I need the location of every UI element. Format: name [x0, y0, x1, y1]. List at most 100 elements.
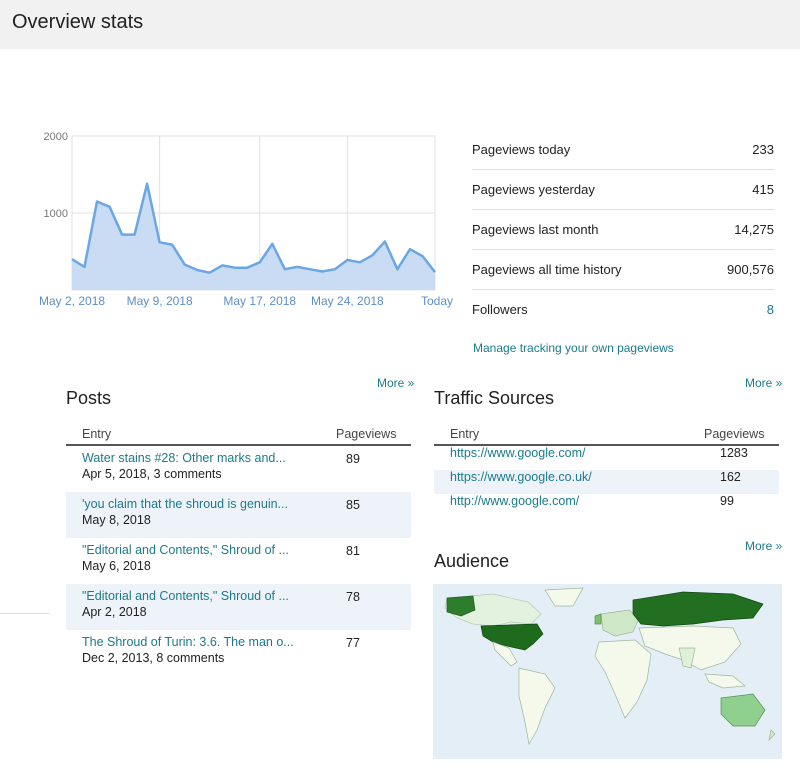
data-point[interactable]: [233, 266, 237, 270]
traffic-views: 162: [720, 470, 741, 484]
kpi-pageviews-all-time: Pageviews all time history 900,576: [472, 250, 774, 290]
audience-more-link[interactable]: More »: [745, 539, 783, 553]
map-greenland: [544, 587, 584, 607]
traffic-views: 99: [720, 494, 734, 508]
data-point[interactable]: [421, 254, 425, 258]
kpi-label: Pageviews today: [472, 142, 571, 157]
posts-col-entry[interactable]: Entry: [66, 424, 336, 446]
kpi-pageviews-last-month: Pageviews last month 14,275: [472, 210, 774, 250]
pageviews-area: [72, 183, 435, 290]
traffic-col-entry[interactable]: Entry: [434, 424, 704, 446]
map-mexico: [492, 641, 518, 667]
data-point[interactable]: [145, 182, 149, 186]
pageviews-chart: 2000 1000 May 2, 2018 May 9, 2018 May 17, 20…: [39, 131, 453, 308]
manage-tracking-link[interactable]: Manage tracking your own pageviews: [473, 341, 674, 355]
posts-more-link[interactable]: More »: [377, 376, 415, 390]
data-point[interactable]: [308, 267, 312, 271]
data-point[interactable]: [383, 240, 387, 244]
data-point[interactable]: [83, 265, 87, 269]
data-point[interactable]: [283, 267, 287, 271]
y-tick-label: 1000: [44, 208, 68, 220]
map-russia: [632, 591, 764, 627]
post-meta: May 6, 2018: [82, 559, 151, 573]
map-europe: [600, 609, 640, 637]
traffic-more-link[interactable]: More »: [745, 376, 783, 390]
data-point[interactable]: [108, 205, 112, 209]
data-point[interactable]: [295, 265, 299, 269]
traffic-source-link[interactable]: http://www.google.com/: [450, 494, 580, 508]
kpi-value: 415: [752, 182, 774, 197]
data-point[interactable]: [270, 242, 274, 246]
data-point[interactable]: [120, 233, 124, 237]
table-row: The Shroud of Turin: 3.6. The man o... De…: [66, 630, 411, 676]
map-se-asia: [704, 673, 746, 689]
map-alaska: [446, 595, 476, 617]
posts-col-pageviews[interactable]: Pageviews: [336, 424, 411, 446]
post-link[interactable]: Water stains #28: Other marks and...: [82, 451, 286, 465]
map-nz: [768, 729, 776, 742]
followers-link[interactable]: 8: [766, 302, 774, 317]
data-point[interactable]: [320, 270, 324, 274]
data-point[interactable]: [345, 258, 349, 262]
kpi-label: Pageviews yesterday: [472, 182, 595, 197]
posts-table: Entry Pageviews Water stains #28: Other …: [66, 424, 411, 676]
data-point[interactable]: [183, 263, 187, 267]
data-point[interactable]: [208, 271, 212, 275]
table-row: "Editorial and Contents," Shroud of ... M…: [66, 538, 411, 584]
data-point[interactable]: [370, 253, 374, 257]
kpi-value: 233: [752, 142, 774, 157]
kpi-list: Pageviews today 233 Pageviews yesterday …: [472, 130, 774, 329]
data-point[interactable]: [258, 260, 262, 264]
data-point[interactable]: [245, 266, 249, 270]
table-row: "Editorial and Contents," Shroud of ... A…: [66, 584, 411, 630]
audience-world-map[interactable]: [433, 584, 782, 759]
kpi-pageviews-today: Pageviews today 233: [472, 130, 774, 170]
x-tick-label: May 24, 2018: [311, 294, 384, 308]
traffic-source-link[interactable]: https://www.google.co.uk/: [450, 470, 592, 484]
data-point[interactable]: [170, 243, 174, 247]
kpi-label: Pageviews all time history: [472, 262, 622, 277]
map-usa: [480, 623, 544, 651]
map-uk: [594, 613, 602, 625]
kpi-value: 14,275: [734, 222, 774, 237]
data-point[interactable]: [408, 247, 412, 251]
divider: [0, 613, 50, 614]
table-row: https://www.google.com/ 1283: [434, 445, 779, 470]
post-link[interactable]: The Shroud of Turin: 3.6. The man o...: [82, 635, 294, 649]
map-australia: [720, 693, 766, 727]
data-point[interactable]: [195, 268, 199, 272]
post-link[interactable]: 'you claim that the shroud is genuin...: [82, 497, 288, 511]
post-meta: Apr 2, 2018: [82, 605, 147, 619]
posts-title: Posts: [66, 388, 112, 408]
x-tick-label: May 9, 2018: [127, 294, 193, 308]
audience-title: Audience: [434, 551, 510, 571]
data-point[interactable]: [133, 233, 137, 237]
post-link[interactable]: "Editorial and Contents," Shroud of ...: [82, 589, 289, 603]
data-point[interactable]: [358, 260, 362, 264]
data-point[interactable]: [95, 200, 99, 204]
data-point[interactable]: [158, 240, 162, 244]
traffic-source-link[interactable]: https://www.google.com/: [450, 446, 586, 460]
data-point[interactable]: [433, 270, 437, 274]
data-point[interactable]: [220, 263, 224, 267]
traffic-col-pageviews[interactable]: Pageviews: [704, 424, 779, 446]
map-africa: [594, 639, 652, 719]
post-link[interactable]: "Editorial and Contents," Shroud of ...: [82, 543, 289, 557]
pageviews-line: [71, 182, 436, 274]
page-header: Overview stats: [0, 0, 800, 49]
kpi-pageviews-yesterday: Pageviews yesterday 415: [472, 170, 774, 210]
table-row: http://www.google.com/ 99: [434, 494, 779, 518]
table-row: 'you claim that the shroud is genuin... M…: [66, 492, 411, 538]
y-tick-label: 2000: [44, 131, 68, 143]
kpi-value: 900,576: [727, 262, 774, 277]
x-tick-label: May 2, 2018: [39, 294, 105, 308]
data-point[interactable]: [395, 267, 399, 271]
data-point[interactable]: [333, 267, 337, 271]
post-meta: Apr 5, 2018, 3 comments: [82, 467, 222, 481]
map-india: [678, 647, 696, 669]
x-tick-label: May 17, 2018: [223, 294, 296, 308]
post-views: 85: [346, 498, 360, 512]
post-views: 81: [346, 544, 360, 558]
traffic-table: Entry Pageviews https://www.google.com/ …: [434, 424, 779, 518]
data-point[interactable]: [70, 257, 74, 261]
